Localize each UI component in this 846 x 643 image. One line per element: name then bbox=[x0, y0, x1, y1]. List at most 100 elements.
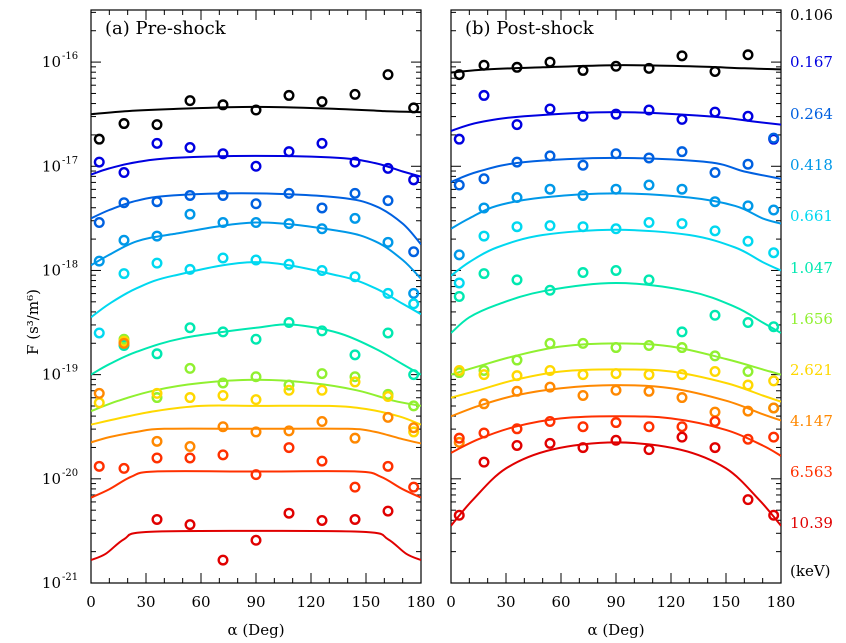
data-point bbox=[511, 385, 523, 397]
data-point bbox=[217, 217, 229, 229]
data-point bbox=[544, 284, 556, 296]
y-tick-exponent: -21 bbox=[62, 572, 78, 583]
data-point bbox=[217, 554, 229, 566]
x-tick-label: 120 bbox=[297, 593, 326, 611]
data-point bbox=[382, 391, 394, 403]
data-point bbox=[283, 425, 295, 437]
data-point bbox=[382, 460, 394, 472]
data-point bbox=[316, 223, 328, 235]
data-point bbox=[316, 325, 328, 337]
data-point bbox=[217, 449, 229, 461]
data-point bbox=[511, 119, 523, 131]
data-point bbox=[316, 455, 328, 467]
series-curve-6.563 bbox=[91, 470, 421, 499]
energy-label: 0.418 bbox=[790, 156, 833, 174]
data-point bbox=[742, 379, 754, 391]
data-point bbox=[349, 271, 361, 283]
x-tick-label: 180 bbox=[767, 593, 796, 611]
panel-title: (a) Pre-shock bbox=[105, 18, 227, 39]
data-point bbox=[610, 434, 622, 446]
x-tick-label: 90 bbox=[246, 593, 265, 611]
data-point bbox=[316, 137, 328, 149]
series-curve-0.167 bbox=[451, 111, 781, 132]
data-point bbox=[250, 371, 262, 383]
data-point bbox=[511, 156, 523, 168]
energy-label: 0.167 bbox=[790, 53, 833, 71]
data-point bbox=[250, 217, 262, 229]
plot-area bbox=[451, 49, 781, 527]
data-point bbox=[349, 513, 361, 525]
data-point bbox=[577, 221, 589, 233]
energy-label: 1.047 bbox=[790, 259, 833, 277]
data-point bbox=[93, 387, 105, 399]
data-point bbox=[408, 422, 420, 434]
data-point bbox=[184, 189, 196, 201]
energy-label: 1.656 bbox=[790, 310, 833, 328]
energy-label: 4.147 bbox=[790, 412, 833, 430]
data-point bbox=[408, 369, 420, 381]
data-point bbox=[250, 254, 262, 266]
data-point bbox=[382, 236, 394, 248]
data-point bbox=[709, 350, 721, 362]
series-curve-1.047 bbox=[451, 281, 781, 334]
data-point bbox=[316, 202, 328, 214]
data-point bbox=[544, 220, 556, 232]
data-point bbox=[283, 379, 295, 391]
energy-label: 0.106 bbox=[790, 6, 833, 24]
data-point bbox=[408, 287, 420, 299]
data-point bbox=[184, 441, 196, 453]
y-tick-label: 10 bbox=[42, 53, 61, 71]
data-point bbox=[283, 317, 295, 329]
data-point bbox=[478, 369, 490, 381]
series-curve-0.661 bbox=[451, 228, 781, 277]
data-point bbox=[577, 267, 589, 279]
data-point bbox=[577, 159, 589, 171]
data-point bbox=[643, 152, 655, 164]
data-point bbox=[676, 326, 688, 338]
data-point bbox=[316, 514, 328, 526]
data-point bbox=[676, 183, 688, 195]
data-point bbox=[742, 158, 754, 170]
data-point bbox=[643, 339, 655, 351]
data-point bbox=[768, 402, 780, 414]
data-point bbox=[478, 230, 490, 242]
data-point bbox=[709, 65, 721, 77]
data-point bbox=[151, 119, 163, 131]
data-point bbox=[478, 268, 490, 280]
data-point bbox=[676, 146, 688, 158]
data-point bbox=[478, 173, 490, 185]
series-curve-0.661 bbox=[91, 261, 421, 319]
data-point bbox=[408, 481, 420, 493]
data-point bbox=[453, 436, 465, 448]
data-point bbox=[453, 249, 465, 261]
data-point bbox=[184, 322, 196, 334]
data-point bbox=[118, 118, 130, 130]
data-point bbox=[544, 56, 556, 68]
data-point bbox=[93, 217, 105, 229]
x-tick-label: 60 bbox=[191, 593, 210, 611]
data-point bbox=[577, 442, 589, 454]
series-curve-0.167 bbox=[91, 154, 421, 178]
data-point bbox=[217, 99, 229, 111]
data-point bbox=[184, 519, 196, 531]
data-point bbox=[742, 200, 754, 212]
data-point bbox=[349, 432, 361, 444]
data-point bbox=[250, 534, 262, 546]
data-point bbox=[382, 327, 394, 339]
data-point bbox=[768, 431, 780, 443]
data-point bbox=[349, 481, 361, 493]
energy-label: 6.563 bbox=[790, 463, 833, 481]
data-point bbox=[151, 137, 163, 149]
data-point bbox=[478, 202, 490, 214]
data-point bbox=[478, 89, 490, 101]
panel-title: (b) Post-shock bbox=[465, 18, 595, 39]
data-point bbox=[349, 187, 361, 199]
data-point bbox=[610, 342, 622, 354]
data-point bbox=[93, 460, 105, 472]
data-point bbox=[349, 88, 361, 100]
data-point bbox=[709, 309, 721, 321]
y-tick-label: 10 bbox=[42, 366, 61, 384]
data-point bbox=[610, 223, 622, 235]
x-tick-label: 150 bbox=[712, 593, 741, 611]
data-point bbox=[511, 423, 523, 435]
